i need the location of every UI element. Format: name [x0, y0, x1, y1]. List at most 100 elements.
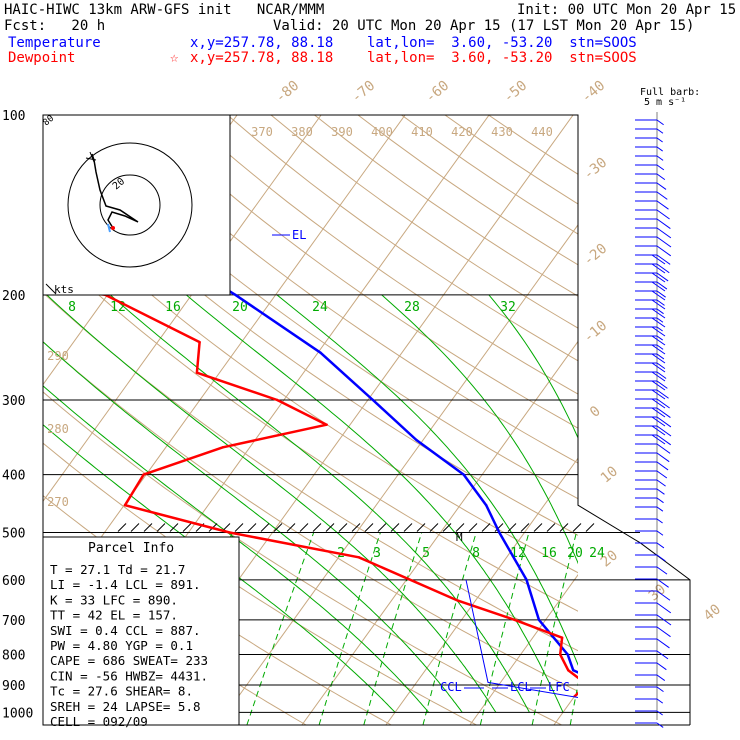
dry-adiabat-line: [444, 115, 578, 205]
hatch-mark: [351, 523, 361, 532]
temperature-point: [498, 531, 501, 534]
mixing-ratio-line: [422, 532, 477, 725]
wind-barb-flag: [656, 263, 670, 274]
parcel-info-frame: [42, 536, 240, 726]
wind-barb-flag: [656, 674, 666, 681]
wind-barb-flag: [656, 554, 666, 562]
wind-barb-flag: [656, 299, 665, 306]
hatch-mark: [273, 523, 283, 532]
m-marker-label: M: [456, 531, 463, 544]
dewpoint-legend-label: Dewpoint: [8, 50, 76, 66]
wind-barb-flag: [656, 371, 667, 379]
theta-label: 440: [531, 125, 553, 139]
wind-barb-flag: [656, 443, 671, 454]
parcel-info-row: PW = 4.80 YGP = 0.1: [50, 638, 193, 653]
dry-adiabat-line: [227, 115, 578, 362]
moist-adiabat-label: 20: [232, 300, 248, 315]
wind-barb-flag: [656, 638, 670, 649]
wind-barb-flag: [651, 362, 666, 373]
wind-barb-flag: [656, 146, 663, 152]
wind-barb-flag: [651, 416, 666, 427]
wind-barb-flag: [651, 380, 666, 391]
theta-label: 370: [251, 125, 273, 139]
wind-barb-flag: [656, 119, 664, 126]
parcel-path-line: [465, 579, 578, 699]
theta-label: 280: [47, 422, 69, 436]
hatch-mark: [286, 523, 296, 532]
moist-adiabat-line: [488, 294, 578, 440]
dewpoint-point: [513, 618, 516, 621]
hatch-mark: [403, 523, 413, 532]
wind-barb-flag: [651, 254, 666, 265]
theta-label: 380: [291, 125, 313, 139]
dewpoint-point: [221, 446, 225, 449]
wind-barb-flag: [651, 290, 666, 301]
wind-barb-flag: [656, 200, 669, 210]
wind-barb-flag: [656, 530, 664, 536]
isotherm-label: -20: [581, 241, 611, 270]
pressure-tick-label: 100: [2, 109, 25, 124]
hatch-mark: [156, 523, 166, 532]
hatch-mark: [364, 523, 374, 532]
wind-barb-flag: [656, 344, 664, 350]
model-title: HAIC-HIWC 13km ARW-GFS init NCAR/MMM: [4, 2, 325, 18]
hatch-mark: [494, 523, 504, 532]
wind-barbs: Full barb:5 m s⁻¹: [635, 87, 700, 728]
hatch-mark: [416, 523, 426, 532]
wind-barb-flag: [651, 344, 666, 355]
hatch-mark: [572, 523, 582, 532]
wind-barb-flag: [656, 722, 664, 728]
hatch-mark: [299, 523, 309, 532]
hodograph-lowlevel-trace: [107, 223, 111, 233]
isotherm-line: [553, 690, 578, 725]
wind-barb-flag: [656, 353, 665, 360]
pressure-tick-label: 300: [2, 394, 25, 409]
isotherm-line: [217, 223, 578, 725]
hodograph-kts-arrow: [45, 283, 57, 295]
hodograph-trace: [91, 153, 139, 229]
wind-barb-flag: [651, 299, 666, 310]
pressure-tick-label: 200: [2, 289, 25, 304]
hatch-mark: [468, 523, 478, 532]
mixing-ratio-line: [479, 532, 530, 725]
wind-barb-flag: [656, 281, 668, 290]
wind-barb-flag: [656, 317, 664, 323]
isotherm-label: 40: [701, 601, 724, 624]
hatch-mark: [559, 523, 569, 532]
dewpoint-point: [198, 340, 201, 344]
lcl-label: LCL: [510, 680, 532, 694]
dry-adiabat-line: [314, 115, 578, 297]
pressure-tick-label: 500: [2, 527, 25, 542]
wind-barb-flag: [656, 602, 672, 614]
wind-barb-flag: [651, 353, 666, 364]
valid-time: Valid: 20 UTC Mon 20 Apr 15 (17 LST Mon …: [273, 18, 695, 34]
dewpoint-point: [142, 473, 145, 476]
mixing-ratio-line: [531, 532, 577, 725]
wind-barb-flag: [656, 542, 665, 549]
pressure-tick-label: 700: [2, 614, 25, 629]
wind-barb-flag: [656, 434, 672, 446]
hatch-mark: [338, 523, 348, 532]
mixing-ratio-label: 20: [567, 546, 583, 561]
hodograph-top-marker: [85, 151, 97, 163]
wind-barb-flag: [651, 272, 666, 283]
temperature-point: [371, 398, 375, 402]
wind-barb-flag: [656, 488, 665, 495]
wind-barb-flag: [651, 326, 666, 337]
parcel-info-row: Tc = 27.6 SHEAR= 8.: [50, 684, 193, 699]
parcel-info-row: SREH = 24 LAPSE= 5.8: [50, 699, 201, 714]
hatch-mark: [585, 523, 595, 532]
hatch-mark: [325, 523, 335, 532]
mixing-ratio-line: [569, 682, 578, 725]
dry-adiabat-line: [53, 115, 578, 500]
dewpoint-station-info: x,y=257.78, 88.18 lat,lon= 3.60, -53.20 …: [190, 50, 637, 66]
isotherm-line: [43, 115, 322, 503]
wind-barb-flag: [656, 398, 670, 409]
dewpoint-marker-icon: ☆: [170, 50, 179, 66]
parcel-info-row: K = 33 LFC = 890.: [50, 592, 178, 607]
hodograph-inner-ring: [99, 174, 161, 236]
wind-barb-flag: [656, 497, 664, 504]
wind-barb-flag: [651, 281, 666, 292]
dry-adiabat-line: [43, 391, 562, 725]
mixing-ratio-line: [363, 532, 423, 725]
